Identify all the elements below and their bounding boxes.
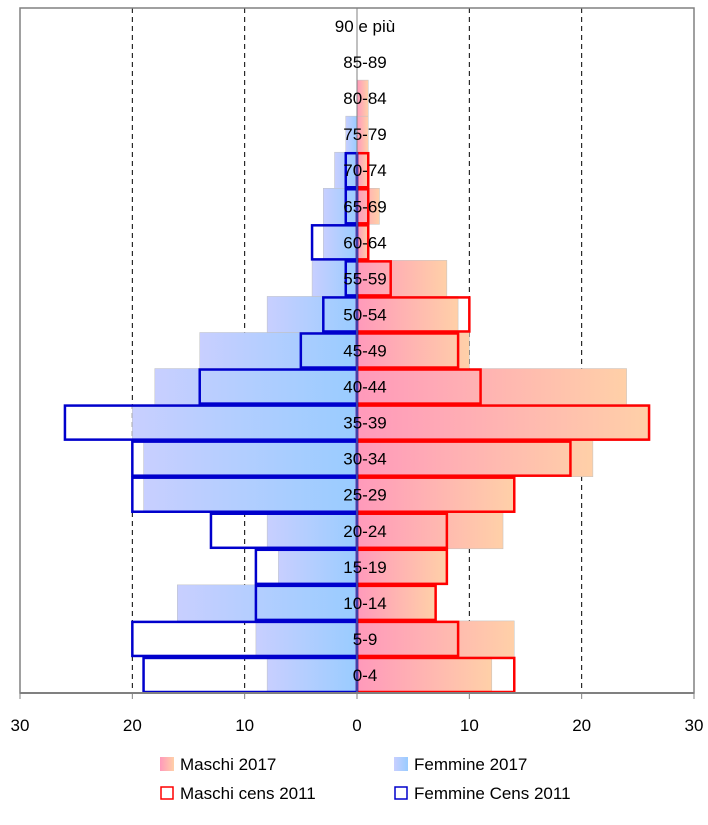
legend-label: Femmine 2017 xyxy=(414,755,527,774)
category-label: 10-14 xyxy=(343,594,386,613)
bar-maschi-2017 xyxy=(356,404,650,441)
x-tick-label: 20 xyxy=(572,716,591,735)
category-label: 40-44 xyxy=(343,378,386,397)
bar-femmine-2017 xyxy=(199,332,358,369)
category-label: 50-54 xyxy=(343,305,386,324)
category-label: 55-59 xyxy=(343,269,386,288)
x-tick-label: 10 xyxy=(235,716,254,735)
bar-maschi-2017 xyxy=(356,368,627,405)
legend-swatch xyxy=(160,786,174,800)
category-label: 15-19 xyxy=(343,558,386,577)
category-label: 45-49 xyxy=(343,342,386,361)
x-tick-label: 20 xyxy=(123,716,142,735)
legend-swatch xyxy=(394,786,408,800)
bar-femmine-2017 xyxy=(177,584,358,622)
category-label: 60-64 xyxy=(343,233,386,252)
bar-femmine-2017 xyxy=(266,512,358,550)
category-label: 5-9 xyxy=(353,630,378,649)
x-tick-label: 0 xyxy=(352,716,361,735)
bar-maschi-2017 xyxy=(356,260,448,297)
bar-maschi-2017 xyxy=(356,656,493,694)
bar-femmine-2017 xyxy=(154,368,358,405)
bar-maschi-2017 xyxy=(356,296,459,333)
legend-swatch xyxy=(160,757,174,771)
category-label: 35-39 xyxy=(343,414,386,433)
legend-label: Maschi 2017 xyxy=(180,755,276,774)
x-tick-label: 10 xyxy=(460,716,479,735)
bar-femmine-2017 xyxy=(255,620,358,658)
bar-femmine-2017 xyxy=(143,440,358,477)
legend-swatch xyxy=(394,757,408,771)
category-label: 80-84 xyxy=(343,89,386,108)
category-label: 75-79 xyxy=(343,125,386,144)
legend-label: Femmine Cens 2011 xyxy=(414,784,571,803)
bar-femmine-2017 xyxy=(132,404,358,441)
bar-maschi-2017 xyxy=(356,512,504,550)
legend-label: Maschi cens 2011 xyxy=(180,784,316,803)
category-label: 90 e più xyxy=(335,17,396,36)
bar-femmine-2017 xyxy=(266,296,358,333)
category-label: 65-69 xyxy=(343,197,386,216)
bar-femmine-2017 xyxy=(266,656,358,694)
bar-maschi-2017 xyxy=(356,548,448,586)
category-label: 85-89 xyxy=(343,53,386,72)
category-label: 25-29 xyxy=(343,486,386,505)
bar-maschi-2017 xyxy=(356,620,515,658)
category-label: 30-34 xyxy=(343,450,386,469)
x-tick-label: 30 xyxy=(685,716,704,735)
category-label: 0-4 xyxy=(353,666,378,685)
bar-maschi-2017 xyxy=(356,440,594,477)
bar-maschi-2017 xyxy=(356,476,515,513)
category-label: 20-24 xyxy=(343,522,386,541)
bar-maschi-2017 xyxy=(356,332,470,369)
x-tick-label: 30 xyxy=(11,716,30,735)
category-label: 70-74 xyxy=(343,161,386,180)
bar-femmine-2017 xyxy=(143,476,358,513)
